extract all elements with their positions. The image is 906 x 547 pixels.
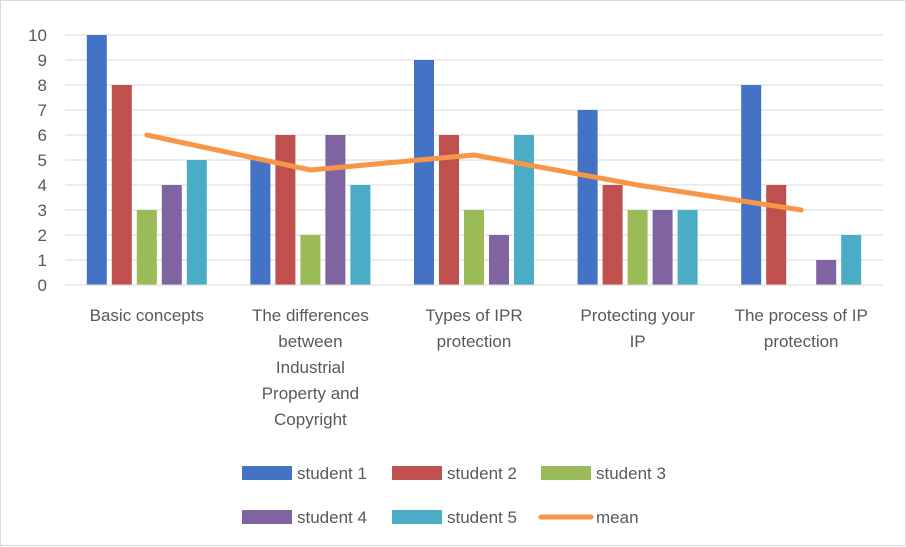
legend-label: student 4 xyxy=(297,508,367,527)
legend-label: student 1 xyxy=(297,464,367,483)
mean-line-layer xyxy=(144,132,804,213)
bar-student-4 xyxy=(652,210,673,285)
category-label: The process of IP protection xyxy=(735,306,868,351)
y-tick-label: 9 xyxy=(38,51,47,70)
legend: student 1 student 2 student 3 student 4 stud… xyxy=(242,464,666,527)
y-tick-label: 0 xyxy=(38,276,47,295)
bar-student-4 xyxy=(816,260,837,285)
y-tick-label: 7 xyxy=(38,101,47,120)
y-tick-label: 3 xyxy=(38,201,47,220)
category-label: Protecting your IP xyxy=(580,306,695,351)
legend-swatch xyxy=(392,466,442,480)
bar-student-5 xyxy=(186,160,207,285)
legend-swatch xyxy=(242,466,292,480)
bar-student-5 xyxy=(677,210,698,285)
y-tick-label: 4 xyxy=(38,176,47,195)
legend-item-student-4: student 4 xyxy=(242,508,367,527)
legend-swatch xyxy=(242,510,292,524)
bar-student-3 xyxy=(300,235,321,285)
bar-student-1 xyxy=(741,85,762,285)
bar-student-2 xyxy=(602,185,623,285)
bar-student-3 xyxy=(464,210,484,285)
legend-item-student-3: student 3 xyxy=(541,464,666,483)
category-labels: Basic concepts The differences between Indu… xyxy=(90,306,868,429)
category-label: The differences between Industrial Property… xyxy=(252,306,369,429)
legend-label: student 5 xyxy=(447,508,517,527)
y-axis-tick-labels: 0 1 2 3 4 5 6 7 8 9 10 xyxy=(28,26,47,295)
bar-student-1 xyxy=(414,60,434,285)
category-label: Basic concepts xyxy=(90,306,204,325)
legend-label: student 2 xyxy=(447,464,517,483)
y-tick-label: 2 xyxy=(38,226,47,245)
y-tick-label: 1 xyxy=(38,251,47,270)
bar-student-2 xyxy=(111,85,132,285)
bar-student-4 xyxy=(489,235,509,285)
legend-item-mean: mean xyxy=(538,508,639,527)
bar-student-3 xyxy=(136,210,157,285)
bar-student-1 xyxy=(250,160,271,285)
legend-swatch xyxy=(392,510,442,524)
bar-student-1 xyxy=(86,35,107,285)
bar-student-4 xyxy=(161,185,182,285)
bar-student-3 xyxy=(627,210,648,285)
y-tick-label: 5 xyxy=(38,151,47,170)
legend-label: mean xyxy=(596,508,639,527)
category-label: Types of IPR protection xyxy=(425,306,522,351)
bar-student-5 xyxy=(841,235,862,285)
legend-item-student-1: student 1 xyxy=(242,464,367,483)
bar-student-2 xyxy=(275,135,296,285)
legend-item-student-5: student 5 xyxy=(392,508,517,527)
bars xyxy=(86,35,862,285)
legend-item-student-2: student 2 xyxy=(392,464,517,483)
bar-student-1 xyxy=(577,110,598,285)
legend-swatch xyxy=(541,466,591,480)
y-tick-label: 6 xyxy=(38,126,47,145)
bar-student-4 xyxy=(325,135,346,285)
legend-label: student 3 xyxy=(596,464,666,483)
bar-student-2 xyxy=(766,185,787,285)
bar-student-2 xyxy=(439,135,459,285)
bar-student-5 xyxy=(514,135,534,285)
y-tick-label: 10 xyxy=(28,26,47,45)
y-tick-label: 8 xyxy=(38,76,47,95)
line-mean xyxy=(144,132,804,213)
bar-student-5 xyxy=(350,185,371,285)
